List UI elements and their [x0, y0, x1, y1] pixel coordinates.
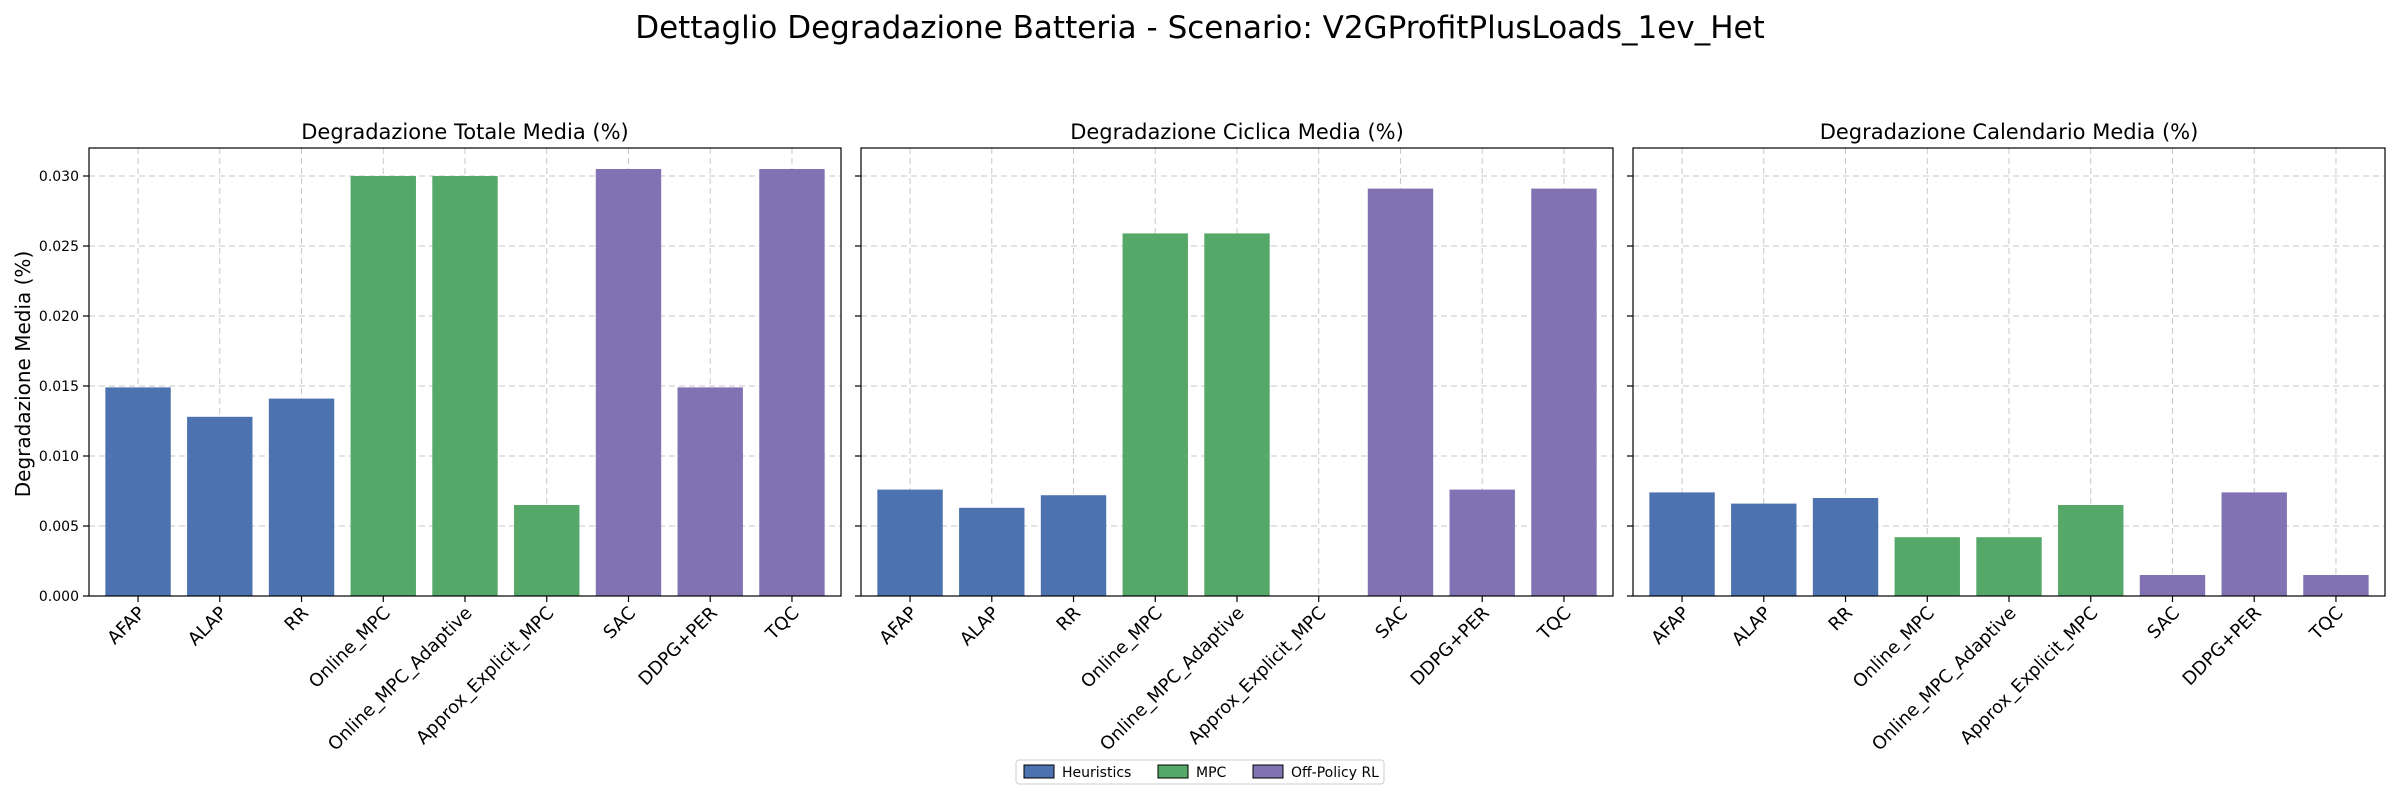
- legend-label: Off-Policy RL: [1291, 765, 1379, 781]
- x-tick-label: Approx_Explicit_MPC: [1184, 603, 1330, 749]
- panel-title: Degradazione Ciclica Media (%): [1070, 120, 1404, 144]
- legend-items: Heuristics MPC Off-Policy RL: [1023, 764, 1379, 781]
- bar-ddpg-per: [1449, 489, 1515, 596]
- panel-title: Degradazione Totale Media (%): [301, 120, 628, 144]
- panel-2: Degradazione Ciclica Media (%) AFAP ALAP RR…: [855, 120, 1614, 756]
- x-tick-label: Online_MPC: [305, 603, 395, 693]
- x-tick-label: Online_MPC_Adaptive: [1096, 603, 1249, 756]
- bar-sac: [2139, 575, 2206, 596]
- bar-ddpg-per: [2221, 492, 2287, 596]
- bar-online-mpc-adaptive: [432, 176, 498, 596]
- legend-frame: [1015, 759, 1385, 785]
- legend-swatch: [1157, 764, 1189, 779]
- x-tick-label: RR: [1053, 603, 1086, 636]
- bar-afap: [877, 489, 943, 596]
- x-tick-label: TQC: [2305, 603, 2347, 645]
- x-tick-label: RR: [281, 603, 314, 636]
- bar-sac: [595, 169, 662, 596]
- x-tick-label: ALAP: [956, 603, 1003, 650]
- bar-sac: [1367, 188, 1434, 596]
- y-axis-label: Degradazione Media (%): [11, 251, 35, 498]
- bar-afap: [1649, 492, 1715, 596]
- bar-rr: [268, 398, 335, 596]
- legend-item-mpc: MPC: [1157, 764, 1227, 781]
- y-tick-label: 0.000: [39, 589, 79, 605]
- x-tick-label: DDPG+PER: [2179, 603, 2266, 690]
- y-tick-label: 0.030: [39, 169, 79, 185]
- figure-title: Dettaglio Degradazione Batteria - Scenar…: [635, 10, 1765, 46]
- x-tick-label: Online_MPC_Adaptive: [1868, 603, 2021, 756]
- bar-approx-explicit-mpc: [2058, 505, 2124, 596]
- x-tick-label: SAC: [599, 603, 640, 644]
- x-tick-label: DDPG+PER: [1407, 603, 1494, 690]
- x-tick-label: ALAP: [1728, 603, 1775, 650]
- bar-alap: [1731, 503, 1797, 596]
- x-tick-label: Approx_Explicit_MPC: [412, 603, 558, 749]
- bar-approx-explicit-mpc: [514, 505, 580, 596]
- x-tick-label: SAC: [1371, 603, 1412, 644]
- legend-swatch: [1252, 764, 1284, 779]
- x-tick-label: Approx_Explicit_MPC: [1956, 603, 2102, 749]
- x-tick-label: AFAP: [875, 603, 921, 649]
- x-tick-label: AFAP: [1647, 603, 1693, 649]
- bar-afap: [105, 387, 171, 596]
- legend-label: Heuristics: [1062, 765, 1131, 781]
- bar-rr: [1812, 498, 1879, 596]
- legend-label: MPC: [1196, 765, 1227, 781]
- x-tick-label: AFAP: [103, 603, 149, 649]
- chart-panels: Degradazione Totale Media (%) 0.000 0.005 0…: [39, 120, 2386, 756]
- y-tick-label: 0.025: [39, 239, 79, 255]
- bar-alap: [959, 507, 1025, 596]
- x-tick-label: SAC: [2143, 603, 2184, 644]
- x-tick-label: TQC: [1533, 603, 1575, 645]
- x-tick-label: DDPG+PER: [635, 603, 722, 690]
- panel-title: Degradazione Calendario Media (%): [1820, 120, 2199, 144]
- legend-item-heuristics: Heuristics: [1023, 764, 1131, 781]
- x-tick-label: TQC: [761, 603, 803, 645]
- x-tick-label: Online_MPC: [1077, 603, 1167, 693]
- bar-online-mpc: [1122, 233, 1188, 596]
- bar-tqc: [2303, 575, 2369, 596]
- bar-online-mpc: [1894, 537, 1960, 596]
- legend-swatch: [1023, 764, 1055, 779]
- y-tick-label: 0.010: [39, 449, 79, 465]
- x-tick-label: Online_MPC: [1849, 603, 1939, 693]
- bar-online-mpc-adaptive: [1976, 537, 2042, 596]
- bar-rr: [1040, 495, 1107, 596]
- y-tick-label: 0.020: [39, 309, 79, 325]
- x-tick-label: Online_MPC_Adaptive: [324, 603, 477, 756]
- x-tick-label: ALAP: [184, 603, 231, 650]
- panel-1: Degradazione Totale Media (%) 0.000 0.005 0…: [39, 120, 842, 756]
- bar-tqc: [1531, 188, 1597, 596]
- bar-online-mpc: [350, 176, 416, 596]
- legend: Heuristics MPC Off-Policy RL: [1015, 759, 1385, 785]
- y-tick-label: 0.015: [39, 379, 79, 395]
- x-tick-label: RR: [1825, 603, 1858, 636]
- bar-ddpg-per: [677, 387, 743, 596]
- bar-tqc: [759, 169, 825, 596]
- bar-online-mpc-adaptive: [1204, 233, 1270, 596]
- panel-3: Degradazione Calendario Media (%) AFAP ALA…: [1627, 120, 2386, 756]
- y-tick-label: 0.005: [39, 519, 79, 535]
- legend-item-off-policy-rl: Off-Policy RL: [1252, 764, 1379, 781]
- bar-alap: [187, 416, 253, 596]
